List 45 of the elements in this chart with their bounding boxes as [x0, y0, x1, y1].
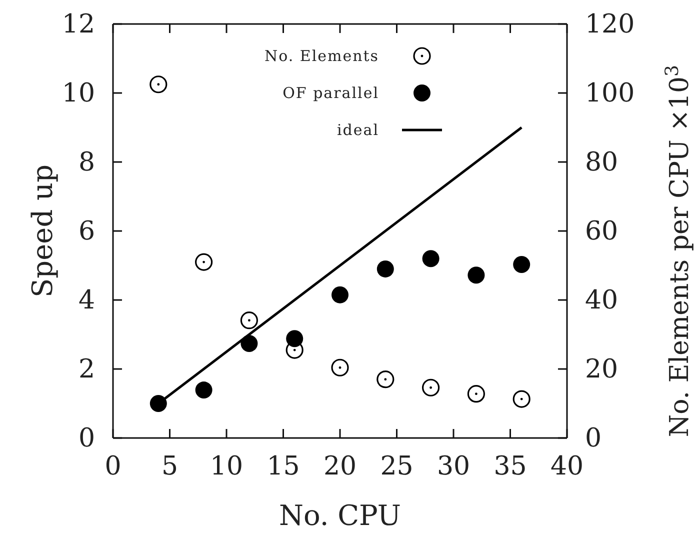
point	[150, 395, 167, 412]
point	[422, 378, 440, 396]
point	[195, 382, 212, 399]
y-axis-title: Speed up	[26, 164, 59, 298]
y-tick-label: 4	[78, 285, 95, 316]
point	[240, 312, 258, 330]
legend-label: ideal	[336, 121, 379, 139]
point	[376, 260, 394, 278]
y-tick-label: 10	[62, 78, 95, 108]
point	[286, 330, 304, 348]
legend-label: No. Elements	[264, 47, 379, 65]
y2-tick-label: 20	[585, 354, 618, 384]
x-tick-label: 15	[266, 451, 300, 482]
x-tick-label: 20	[323, 451, 357, 482]
point	[331, 358, 349, 376]
x-tick-label: 30	[436, 451, 470, 482]
point	[422, 250, 440, 268]
x-tick-label: 0	[104, 451, 122, 482]
x-tick-label: 25	[380, 451, 414, 482]
x-tick-label: 5	[161, 451, 178, 482]
point	[468, 266, 485, 284]
x-tick-label: 40	[550, 451, 584, 482]
y-tick-label: 2	[78, 354, 95, 384]
y2-tick-label: 0	[585, 423, 602, 454]
point	[150, 76, 168, 94]
point	[332, 286, 348, 304]
legend-label: OF parallel	[282, 84, 379, 102]
x-tick-label: 35	[494, 451, 527, 482]
point	[513, 256, 530, 273]
point	[240, 334, 258, 352]
y-tick-label: 0	[78, 423, 95, 454]
x-axis-title: No. CPU	[278, 499, 402, 532]
point	[195, 253, 213, 271]
point	[512, 390, 530, 408]
point	[467, 385, 485, 403]
y-tick-label: 8	[78, 147, 95, 178]
point	[376, 370, 394, 388]
y-tick-label: 12	[62, 9, 95, 40]
y2-tick-label: 120	[585, 9, 635, 40]
y-tick-label: 6	[78, 216, 95, 246]
y2-tick-label: 80	[585, 147, 618, 178]
y2-tick-label: 100	[585, 78, 635, 108]
y2-tick-label: 60	[585, 216, 618, 246]
x-tick-label: 10	[210, 451, 244, 482]
y2-tick-label: 40	[585, 285, 618, 316]
